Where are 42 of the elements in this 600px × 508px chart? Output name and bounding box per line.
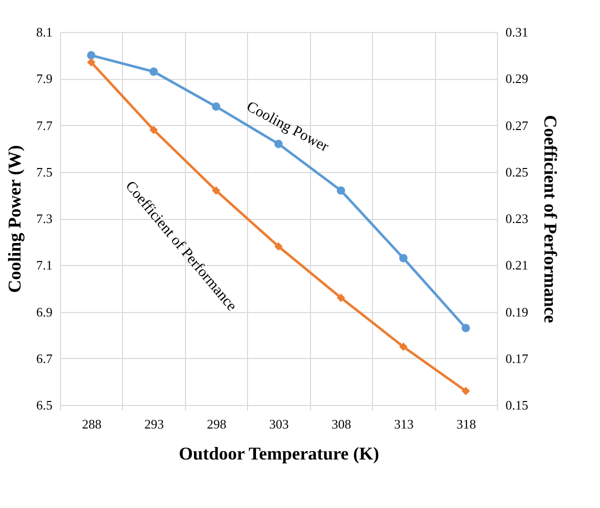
y-tick-label: 6.7 — [36, 350, 53, 366]
y2-tick-label: 0.21 — [506, 258, 528, 273]
y2-tick-label: 0.29 — [506, 71, 528, 86]
point — [274, 140, 283, 148]
y2-tick-label: 0.27 — [506, 118, 529, 133]
y-tick-label: 8.1 — [36, 24, 52, 40]
y2-axis-title: Coefficient of Performance — [540, 115, 560, 323]
y-tick-label: 7.1 — [36, 258, 52, 273]
point — [149, 67, 158, 76]
y2-tick-label: 0.23 — [506, 211, 528, 226]
y-tick-label: 7.5 — [36, 164, 52, 180]
y-tick-label: 6.9 — [36, 304, 52, 320]
x-tick-label: 318 — [456, 416, 476, 432]
y-tick-label: 6.5 — [36, 398, 52, 412]
point — [274, 242, 283, 251]
y2-tick-label: 0.17 — [506, 350, 529, 366]
point — [149, 126, 158, 134]
point — [212, 186, 220, 195]
y2-tick-label: 0.25 — [506, 164, 528, 180]
y2-tick-label: 0.15 — [506, 398, 528, 412]
y2-tick-label: 0.31 — [506, 24, 528, 40]
y-tick-label: 7.9 — [36, 71, 52, 86]
x-tick-label: 298 — [206, 416, 226, 432]
point — [399, 254, 408, 262]
x-axis-title: Outdoor Temperature (K) — [178, 444, 380, 464]
y-tick-label: 7.7 — [36, 118, 53, 133]
point — [87, 58, 96, 66]
point — [336, 186, 346, 195]
y-axis-title: Cooling Power (W) — [4, 145, 24, 293]
y2-tick-label: 0.19 — [506, 304, 528, 320]
y-tick-label: 7.3 — [36, 211, 52, 226]
x-tick-label: 288 — [82, 416, 102, 432]
x-tick-label: 308 — [332, 416, 352, 432]
point — [399, 342, 408, 351]
point — [87, 51, 96, 60]
point — [212, 102, 220, 111]
x-tick-label: 313 — [394, 416, 414, 432]
point — [336, 294, 346, 302]
x-tick-label: 293 — [144, 416, 164, 432]
point — [462, 324, 470, 332]
x-tick-label: 303 — [269, 416, 289, 432]
point — [462, 386, 470, 396]
